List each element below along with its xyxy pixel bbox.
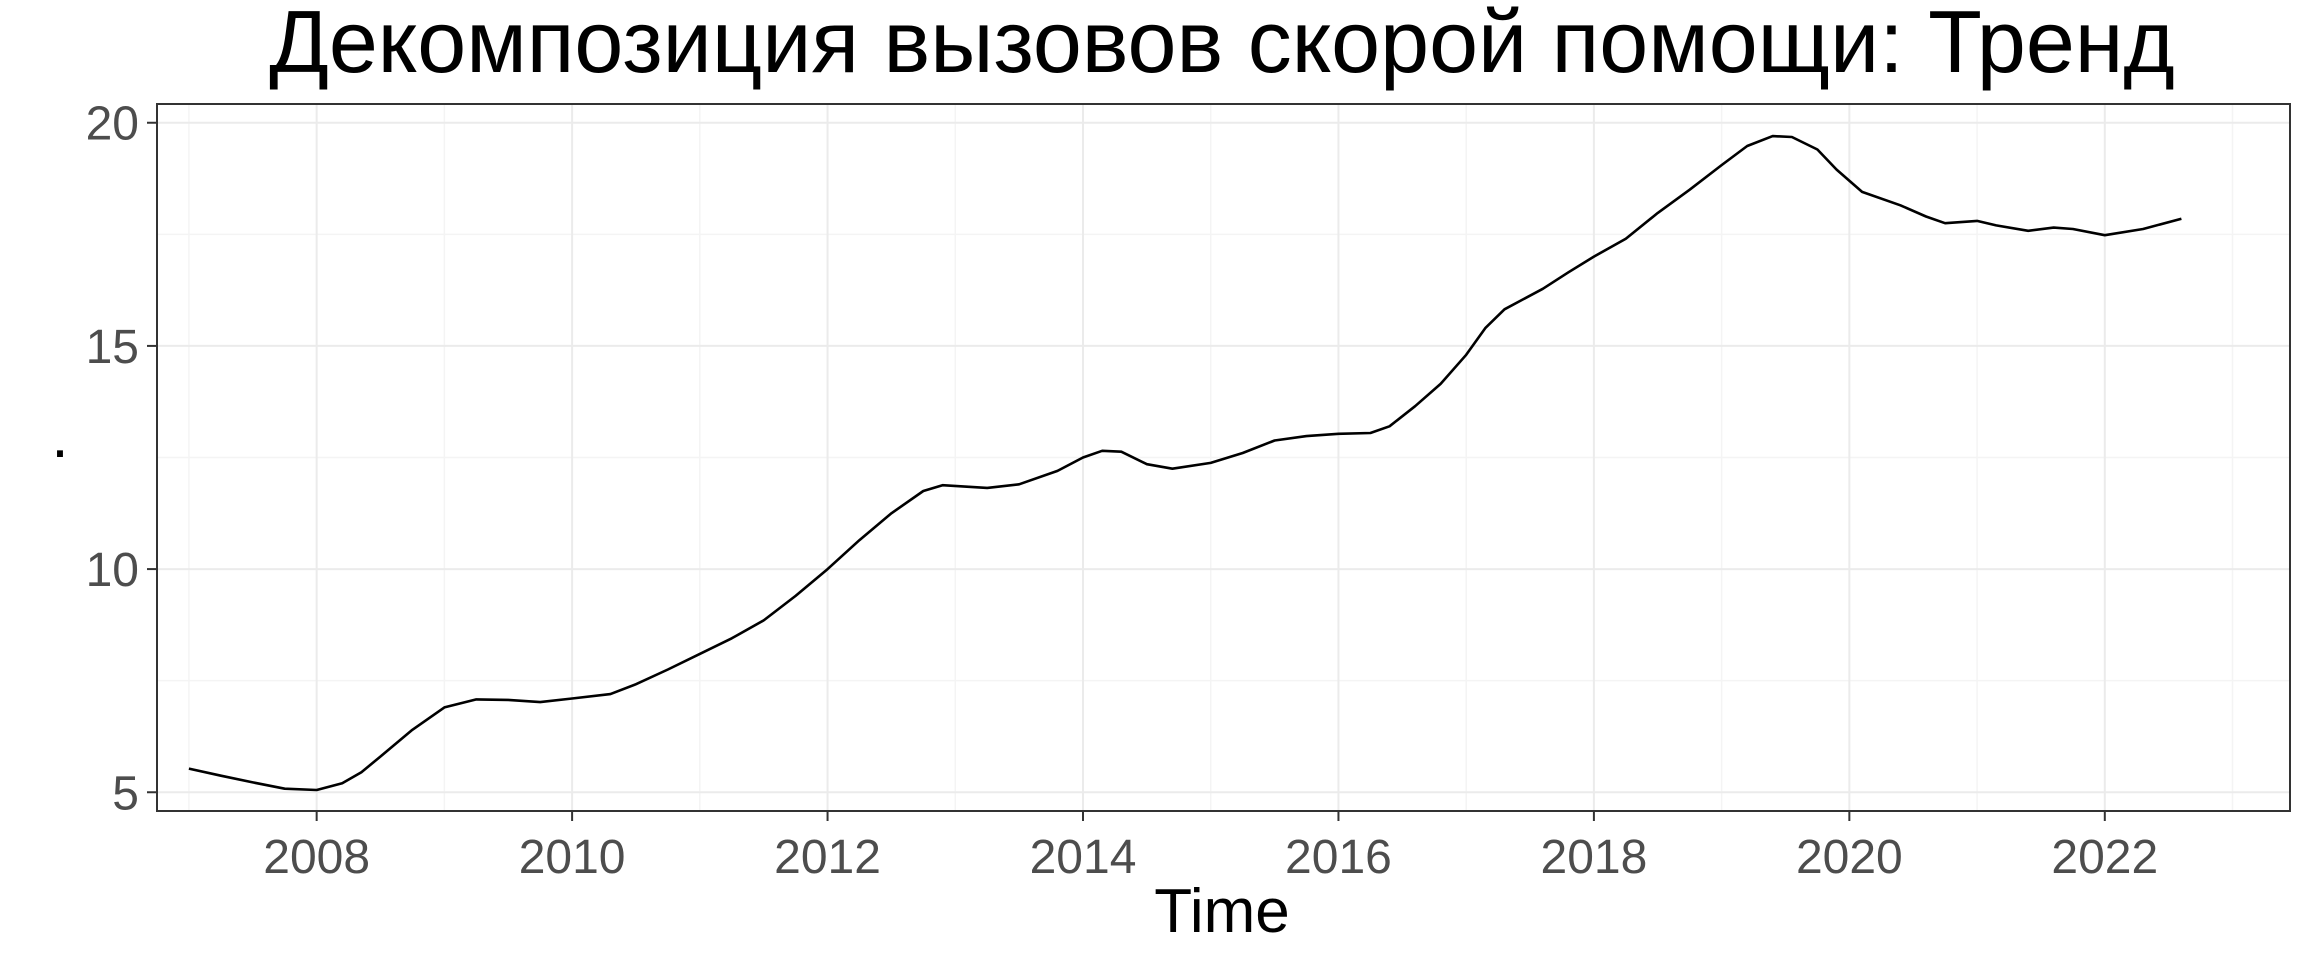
x-tick-label: 2008: [263, 831, 370, 884]
y-axis: 5 10 15 20: [86, 98, 157, 820]
trend-series-line: [188, 134, 2182, 792]
x-axis: 2008 2010 2012 2014 2016 2018 2020 2022: [263, 811, 2158, 884]
x-tick-label: 2022: [2051, 831, 2158, 884]
y-tick-label: 20: [86, 98, 139, 151]
x-tick-label: 2016: [1285, 831, 1392, 884]
x-tick-label: 2020: [1796, 831, 1903, 884]
x-tick-label: 2010: [519, 831, 626, 884]
y-axis-title: .: [51, 402, 68, 471]
x-tick-label: 2018: [1541, 831, 1648, 884]
grid: [157, 104, 2290, 811]
y-tick-label: 15: [86, 321, 139, 374]
x-axis-title: Time: [1154, 877, 1289, 946]
y-tick-label: 10: [86, 544, 139, 597]
x-tick-label: 2012: [774, 831, 881, 884]
panel-border: [156, 103, 2291, 812]
x-tick-label: 2014: [1030, 831, 1137, 884]
chart-title: Декомпозиция вызовов скорой помощи: Трен…: [269, 0, 2175, 91]
plot-area: [188, 134, 2182, 792]
y-tick-label: 5: [112, 767, 139, 820]
